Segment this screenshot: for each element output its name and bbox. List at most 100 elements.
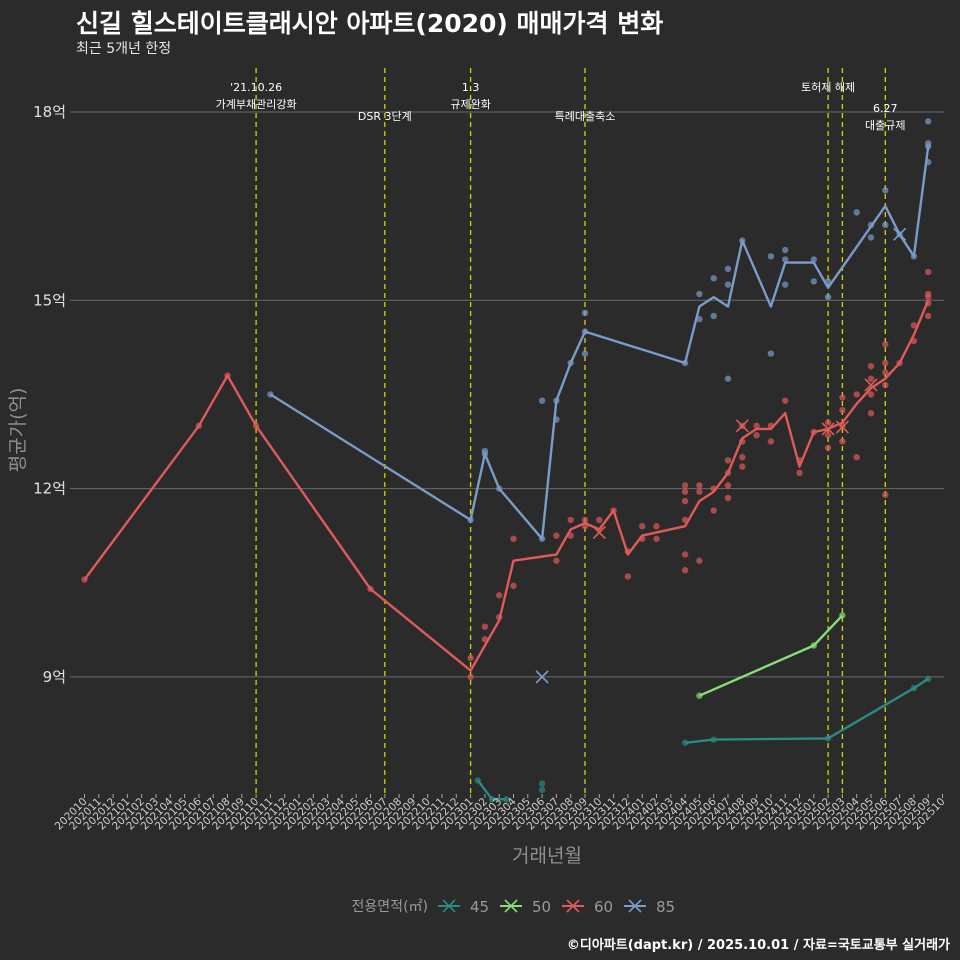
data-point-60	[839, 438, 846, 445]
data-point-60	[596, 516, 603, 524]
data-point-85	[925, 118, 932, 125]
event-label: 6.27	[873, 102, 898, 115]
event-label: 특례대출축소	[555, 110, 616, 123]
x-axis-title: 거래년월	[512, 845, 582, 867]
data-point-60	[724, 494, 732, 502]
data-point-60	[739, 463, 746, 470]
series-line-45	[476, 779, 507, 801]
data-point-85	[696, 290, 703, 298]
series-line-60	[83, 299, 930, 672]
data-point-85	[767, 253, 775, 260]
data-point-60	[882, 369, 889, 376]
event-label: DSR 3단계	[358, 110, 412, 123]
legend-label: 60	[594, 898, 613, 916]
data-point-60	[925, 312, 932, 320]
data-point-60	[839, 394, 846, 401]
data-point-60	[782, 397, 789, 404]
data-point-85	[724, 265, 732, 273]
data-point-60	[882, 340, 889, 348]
y-tick-label: 9억	[43, 668, 66, 686]
data-point-60	[882, 491, 889, 499]
data-point-60	[696, 557, 703, 564]
gridlines	[70, 111, 944, 678]
source-caption: ©디아파트(dapt.kr) / 2025.10.01 / 자료=국토교통부 실…	[566, 938, 950, 953]
data-point-60	[867, 391, 875, 398]
data-point-60	[882, 381, 889, 389]
cross-marker-60	[821, 422, 835, 436]
data-point-85	[782, 246, 789, 254]
data-point-60	[867, 362, 875, 370]
event-label: 규제완화	[450, 98, 490, 111]
data-point-60	[681, 551, 689, 558]
y-tick-label: 15억	[33, 291, 66, 309]
cross-marker-85	[535, 670, 549, 684]
data-point-85	[824, 293, 832, 301]
data-point-85	[538, 397, 546, 404]
legend-item-50: 50	[500, 898, 551, 916]
data-point-60	[739, 453, 746, 461]
legend-item-85: 85	[624, 898, 675, 916]
data-point-60	[696, 482, 703, 489]
legend-label: 85	[656, 898, 675, 916]
y-axis-title: 평균가(억)	[7, 388, 29, 473]
data-point-60	[724, 457, 732, 464]
legend-label: 50	[532, 898, 551, 916]
data-point-85	[581, 350, 589, 357]
data-point-85	[853, 209, 860, 216]
data-point-85	[581, 309, 589, 317]
data-point-85	[724, 281, 732, 288]
y-tick-label: 18억	[33, 103, 66, 121]
data-point-60	[925, 268, 932, 276]
data-point-60	[696, 488, 703, 495]
series-45	[474, 675, 932, 803]
series-line-50	[698, 614, 844, 697]
chart-subtitle: 최근 5개년 한정	[76, 41, 172, 57]
event-label: 대출규제	[865, 119, 905, 132]
data-point-60	[839, 406, 846, 414]
data-point-60	[496, 592, 503, 599]
legend-cross	[504, 899, 518, 913]
series-line-45	[684, 677, 929, 744]
data-point-60	[653, 535, 660, 542]
series-layer	[81, 118, 932, 803]
chart-title: 신길 힐스테이트클래시안 아파트(2020) 매매가격 변화	[76, 9, 664, 38]
data-point-60	[925, 290, 932, 298]
data-point-60	[467, 673, 474, 681]
data-point-60	[724, 482, 732, 489]
data-point-85	[724, 375, 732, 382]
cross-marker-60	[835, 420, 849, 434]
data-point-85	[882, 221, 889, 229]
data-point-60	[467, 654, 474, 662]
data-point-60	[681, 566, 689, 574]
data-point-60	[824, 432, 832, 439]
legend-cross	[628, 899, 642, 913]
data-point-60	[567, 516, 574, 524]
data-point-60	[882, 359, 889, 367]
data-point-60	[796, 469, 803, 477]
data-point-85	[710, 312, 717, 320]
data-point-60	[853, 453, 860, 461]
event-label: 1.3	[462, 81, 480, 94]
data-point-85	[867, 234, 875, 241]
data-point-60	[867, 410, 875, 417]
data-point-85	[481, 447, 489, 455]
event-label: 토허제 해제	[801, 80, 855, 94]
data-point-85	[782, 281, 789, 288]
legend-cross	[566, 899, 580, 913]
legend-item-60: 60	[562, 898, 613, 916]
data-point-60	[653, 523, 660, 530]
data-point-85	[925, 143, 932, 150]
data-point-85	[782, 256, 789, 263]
data-point-60	[681, 488, 689, 495]
data-point-60	[753, 432, 760, 439]
y-tick-label: 12억	[33, 480, 66, 498]
data-point-60	[510, 535, 517, 542]
data-point-60	[681, 482, 689, 489]
data-point-85	[810, 256, 817, 263]
data-point-60	[624, 573, 632, 580]
data-point-60	[910, 322, 918, 329]
data-point-60	[510, 582, 517, 590]
data-point-60	[824, 444, 832, 451]
